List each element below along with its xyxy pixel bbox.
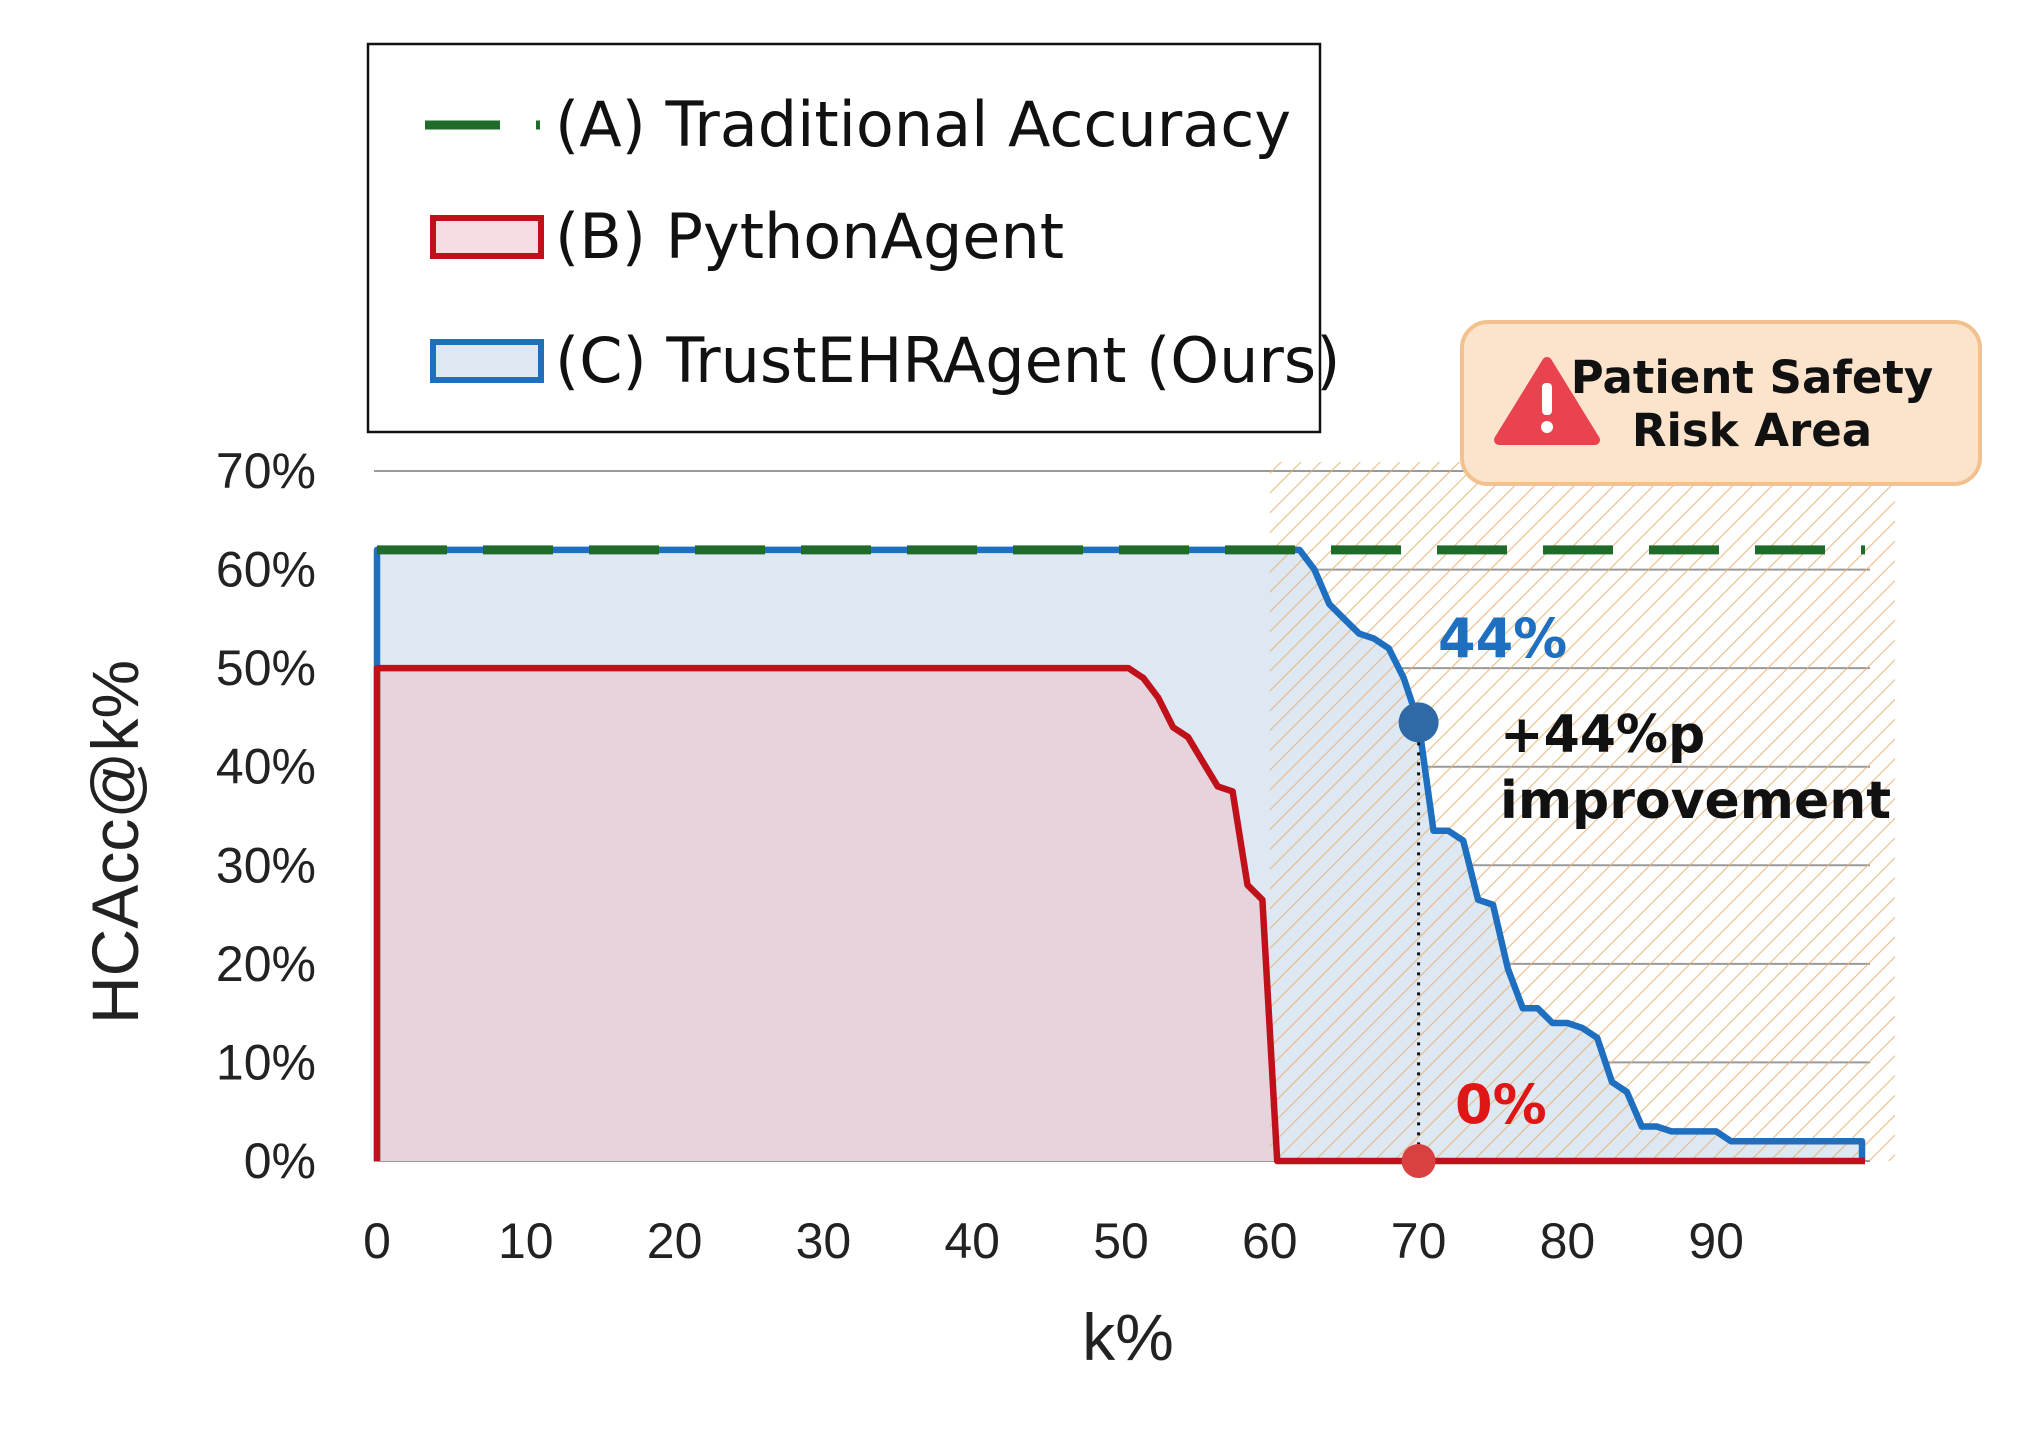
x-tick-label: 0: [363, 1213, 391, 1269]
x-tick-label: 10: [498, 1213, 554, 1269]
risk-area-callout: Patient Safety Risk Area: [1460, 320, 1982, 486]
x-tick-label: 70: [1391, 1213, 1447, 1269]
legend-swatch-trust-agent: [430, 339, 544, 383]
legend-label-traditional: (A) Traditional Accuracy: [555, 88, 1291, 161]
x-tick-label: 30: [796, 1213, 852, 1269]
series-area-python-agent: [377, 668, 1865, 1161]
x-tick-label: 40: [944, 1213, 1000, 1269]
y-tick-label: 30%: [216, 837, 316, 893]
x-tick-label: 20: [647, 1213, 703, 1269]
x-tick-label: 50: [1093, 1213, 1149, 1269]
annotation-improvement-line1: +44%p: [1500, 705, 1705, 765]
risk-area-label-line2: Risk Area: [1632, 404, 1872, 457]
series-line-python-agent: [373, 664, 1865, 1165]
annotation-improvement-line2: improvement: [1500, 771, 1891, 831]
y-axis-title: HCAcc@k%: [78, 660, 152, 1024]
y-tick-label: 60%: [216, 542, 316, 598]
legend: (A) Traditional Accuracy (B) PythonAgent…: [366, 42, 1340, 434]
y-tick-label: 10%: [216, 1034, 316, 1090]
risk-area-label-line1: Patient Safety: [1571, 351, 1934, 404]
legend-label-trust-agent: (C) TrustEHRAgent (Ours): [555, 324, 1340, 397]
y-tick-label: 40%: [216, 739, 316, 795]
x-tick-label: 90: [1688, 1213, 1744, 1269]
legend-label-python-agent: (B) PythonAgent: [555, 200, 1064, 273]
y-tick-label: 50%: [216, 640, 316, 696]
warning-icon: [1494, 357, 1600, 445]
y-tick-label: 0%: [244, 1133, 316, 1189]
x-tick-label: 80: [1540, 1213, 1596, 1269]
series-lines: [373, 545, 1866, 1165]
series-line-trust-agent: [373, 546, 1866, 1161]
x-axis-title: k%: [1082, 1300, 1174, 1374]
legend-swatch-python-agent: [430, 215, 544, 259]
y-tick-label: 20%: [216, 936, 316, 992]
x-tick-label: 60: [1242, 1213, 1298, 1269]
annotation-label-baseline: 0%: [1455, 1073, 1547, 1136]
risk-area-hatch: [1269, 462, 1895, 1161]
annotation-marker-ours: [1398, 702, 1439, 743]
y-tick-label: 70%: [216, 443, 316, 499]
tick-labels: 0% 10% 20% 30% 40% 50% 60% 70% 0 10 20 30 40 50 60 70 80…: [216, 443, 1744, 1269]
annotation-label-ours: 44%: [1438, 607, 1567, 670]
annotation-marker-baseline: [1401, 1144, 1436, 1178]
